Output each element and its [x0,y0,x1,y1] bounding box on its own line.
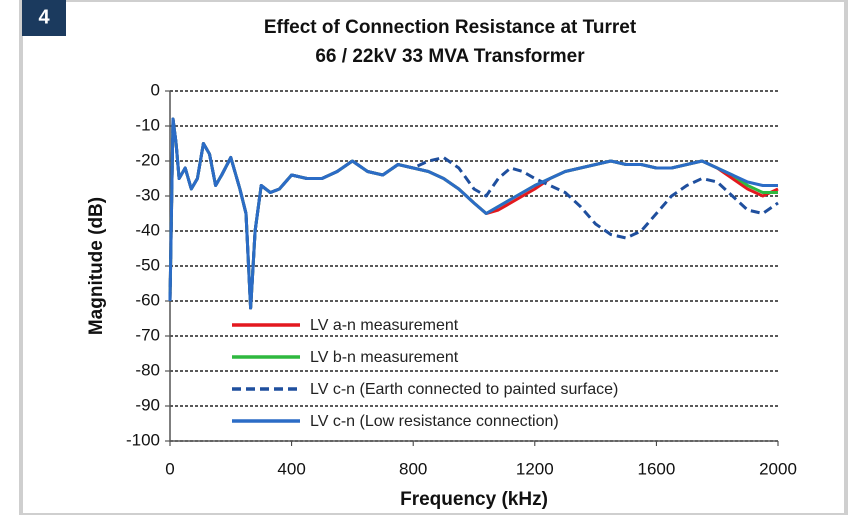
x-tick-label: 400 [277,459,305,478]
y-tick-label: -100 [126,430,160,449]
x-tick-label: 2000 [759,459,797,478]
legend-label: LV a-n measurement [310,317,459,334]
series-line [168,117,778,310]
chart-subtitle: 66 / 22kV 33 MVA Transformer [315,46,585,67]
y-tick-label: -50 [135,255,160,274]
y-axis-label: Magnitude (dB) [86,197,107,335]
x-tick-label: 1600 [637,459,675,478]
y-tick-label: -40 [135,220,160,239]
y-tick-label: -80 [135,360,160,379]
y-tick-label: -10 [135,115,160,134]
series-line [168,117,778,310]
legend-label: LV c-n (Low resistance connection) [310,413,559,430]
series-line [168,117,779,310]
y-tick-label: 0 [151,80,160,99]
x-tick-label: 1200 [516,459,554,478]
figure-badge [22,0,66,36]
frame [19,0,848,515]
x-tick-label: 800 [399,459,427,478]
legend-label: LV b-n measurement [310,349,459,366]
chart-title: Effect of Connection Resistance at Turre… [264,17,637,38]
y-tick-label: -60 [135,290,160,309]
y-tick-label: -20 [135,150,160,169]
legend-label: LV c-n (Earth connected to painted surfa… [310,381,618,398]
x-axis-label: Frequency (kHz) [400,489,548,510]
y-tick-label: -90 [135,395,160,414]
figure-number: 4 [38,6,50,28]
y-tick-label: -30 [135,185,160,204]
x-tick-label: 0 [165,459,174,478]
series-line [168,117,779,310]
y-tick-label: -70 [135,325,160,344]
